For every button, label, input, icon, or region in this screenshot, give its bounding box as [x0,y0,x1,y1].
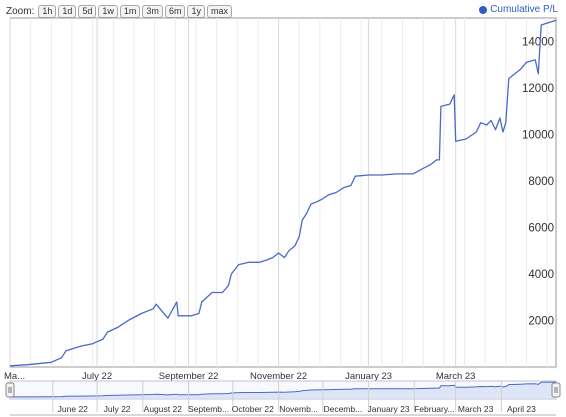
y-tick-label: 4000 [528,269,554,281]
series-line [10,20,556,366]
y-tick-label: 12000 [522,83,554,95]
x-tick-label: January 23 [345,371,392,382]
navigator-tick-label: August 22 [144,404,183,414]
navigator-tick-label: February... [414,404,454,414]
navigator-tick-label: Septemb... [188,404,229,414]
navigator-right-handle[interactable] [552,383,560,397]
y-tick-label: 2000 [528,315,554,327]
navigator-tick-label: October 22 [232,404,274,414]
navigator[interactable]: June 22 July 22 August 22 Septemb... October… [6,381,560,416]
navigator-tick-label: June 22 [58,404,89,414]
y-tick-label: 8000 [528,176,554,188]
y-tick-label: 6000 [528,222,554,234]
x-tick-label: March 23 [436,371,476,382]
navigator-tick-label: July 22 [104,404,131,414]
navigator-tick-label: January 23 [368,404,410,414]
grid-layer [10,18,556,367]
navigator-left-handle[interactable] [6,383,14,397]
navigator-tick-label: April 23 [507,404,536,414]
series-layer [10,20,556,366]
x-tick-label: November 22 [250,371,307,382]
x-tick-label: Ma... [4,371,25,382]
navigator-tick-label: Decemb... [323,404,362,414]
navigator-scrollbar[interactable] [10,414,556,416]
x-tick-label: September 22 [159,371,219,382]
x-tick-label: July 22 [82,371,112,382]
navigator-tick-label: March 23 [458,404,494,414]
y-tick-label: 10000 [522,129,554,141]
navigator-tick-label: Novemb... [279,404,318,414]
plot-frame [10,18,556,367]
y-tick-label: 14000 [522,36,554,48]
